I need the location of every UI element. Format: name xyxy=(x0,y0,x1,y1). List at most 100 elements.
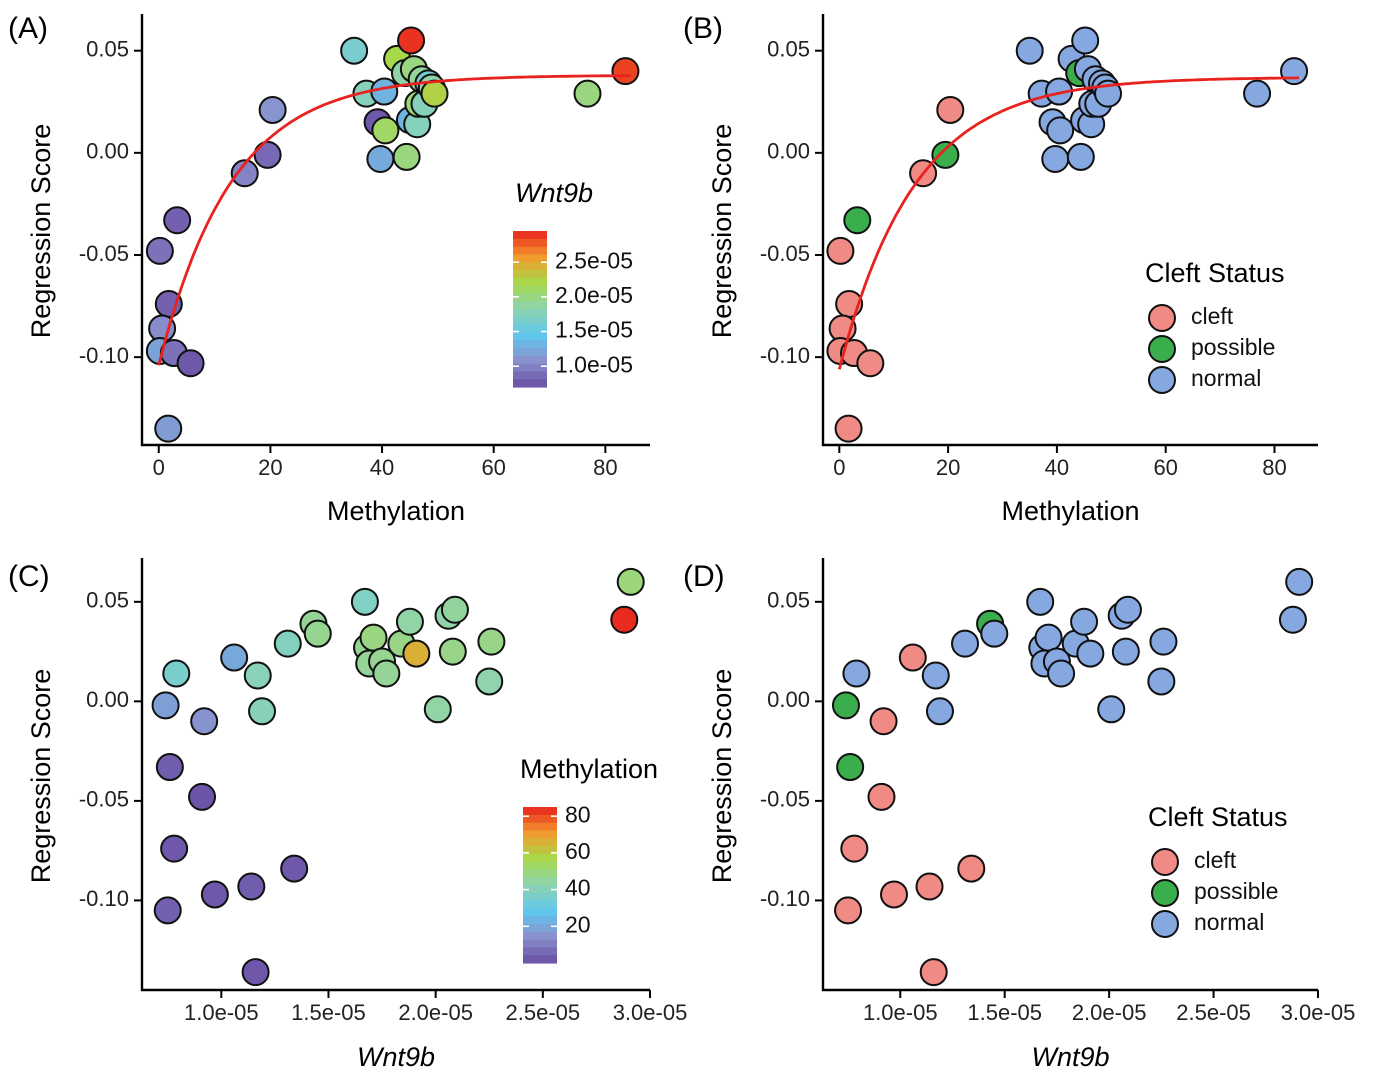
data-point xyxy=(981,621,1007,647)
colorbar-segment xyxy=(523,877,557,885)
y-axis-title: Regression Score xyxy=(707,124,737,339)
data-point xyxy=(574,81,600,107)
data-point xyxy=(397,609,423,635)
data-point xyxy=(191,708,217,734)
data-point xyxy=(161,836,187,862)
colorbar-tick-label: 2.0e-05 xyxy=(555,282,633,308)
colorbar-segment xyxy=(513,239,547,247)
colorbar-segment xyxy=(523,932,557,940)
y-tick-label: -0.05 xyxy=(79,241,129,266)
data-point xyxy=(442,597,468,623)
colorbar-segment xyxy=(523,869,557,877)
legend-title: Methylation xyxy=(520,754,658,784)
data-point xyxy=(833,692,859,718)
data-point xyxy=(1280,607,1306,633)
data-point xyxy=(937,97,963,123)
data-point xyxy=(952,631,978,657)
x-tick-label: 2.5e-05 xyxy=(1176,1000,1251,1025)
data-point xyxy=(837,754,863,780)
data-point xyxy=(155,897,181,923)
data-point xyxy=(147,238,173,264)
colorbar-segment xyxy=(523,893,557,901)
data-point xyxy=(917,873,943,899)
data-point xyxy=(153,692,179,718)
data-point xyxy=(1150,629,1176,655)
panel-label: (B) xyxy=(683,12,723,45)
y-axis-title: Regression Score xyxy=(26,669,56,884)
legend-key-possible xyxy=(1149,336,1175,362)
data-point xyxy=(612,58,638,84)
colorbar-segment xyxy=(523,947,557,955)
y-tick-label: 0.00 xyxy=(86,139,129,164)
legend-label-cleft: cleft xyxy=(1191,303,1234,329)
x-tick-label: 60 xyxy=(1153,455,1177,480)
legend-key-cleft xyxy=(1152,849,1178,875)
panel-label: (C) xyxy=(8,560,50,593)
x-tick-label: 80 xyxy=(1262,455,1286,480)
legend: Cleft Status cleft possible normal xyxy=(1145,258,1285,393)
colorbar-segment xyxy=(513,309,547,317)
data-point xyxy=(157,754,183,780)
y-tick-label: -0.05 xyxy=(79,787,129,812)
colorbar-segment xyxy=(513,379,547,387)
panel-b: (B) 0.05 0.00 -0.05 -0.10 0 20 40 60 80 Methylatio… xyxy=(683,12,1318,526)
data-point xyxy=(245,662,271,688)
legend-key-cleft xyxy=(1149,305,1175,331)
colorbar-segment xyxy=(523,823,557,831)
y-axis-title: Regression Score xyxy=(707,669,737,884)
x-tick-label: 0 xyxy=(833,455,845,480)
data-point xyxy=(281,856,307,882)
data-point xyxy=(932,142,958,168)
colorbar-segment xyxy=(523,940,557,948)
data-point xyxy=(476,668,502,694)
data-point xyxy=(352,589,378,615)
data-point xyxy=(1077,641,1103,667)
data-point xyxy=(275,631,301,657)
data-point xyxy=(868,784,894,810)
data-point xyxy=(398,27,424,53)
colorbar-segment xyxy=(523,901,557,909)
colorbar-segment xyxy=(523,924,557,932)
data-point xyxy=(1113,639,1139,665)
x-tick-label: 40 xyxy=(1045,455,1069,480)
data-point xyxy=(1047,117,1073,143)
y-tick-label: 0.00 xyxy=(86,687,129,712)
panel-d: (D)0.050.00-0.05-0.101.0e-05 1.5e-05 2.0e-… xyxy=(683,558,1355,1072)
data-point xyxy=(202,881,228,907)
data-point xyxy=(440,639,466,665)
data-point xyxy=(923,662,949,688)
x-tick-label: 2.0e-05 xyxy=(1072,1000,1147,1025)
colorbar-segment xyxy=(523,807,557,815)
data-point xyxy=(163,660,189,686)
data-point xyxy=(618,569,644,595)
colorbar-segment xyxy=(523,862,557,870)
data-point xyxy=(478,629,504,655)
x-axis-title: Methylation xyxy=(1001,496,1139,526)
x-tick-label: 1.5e-05 xyxy=(291,1000,366,1025)
data-point xyxy=(857,350,883,376)
data-point xyxy=(1071,609,1097,635)
legend-label-normal: normal xyxy=(1191,365,1261,391)
colorbar-segment xyxy=(513,278,547,286)
y-tick-label: 0.05 xyxy=(767,588,810,613)
data-point xyxy=(372,117,398,143)
legend-label-possible: possible xyxy=(1194,878,1278,904)
colorbar-segment xyxy=(523,854,557,862)
x-tick-label: 20 xyxy=(258,455,282,480)
colorbar-segment xyxy=(513,270,547,278)
data-point xyxy=(394,144,420,170)
x-tick-label: 80 xyxy=(593,455,617,480)
data-point xyxy=(425,696,451,722)
data-point xyxy=(1244,81,1270,107)
data-point xyxy=(221,645,247,671)
colorbar-tick-label: 1.0e-05 xyxy=(555,351,633,377)
legend-key-normal xyxy=(1149,367,1175,393)
data-point xyxy=(249,698,275,724)
legend-label-cleft: cleft xyxy=(1194,847,1237,873)
x-tick-label: 1.5e-05 xyxy=(967,1000,1042,1025)
panel-label: (A) xyxy=(8,12,48,45)
colorbar-segment xyxy=(513,348,547,356)
colorbar-segment xyxy=(523,830,557,838)
data-point xyxy=(373,660,399,686)
